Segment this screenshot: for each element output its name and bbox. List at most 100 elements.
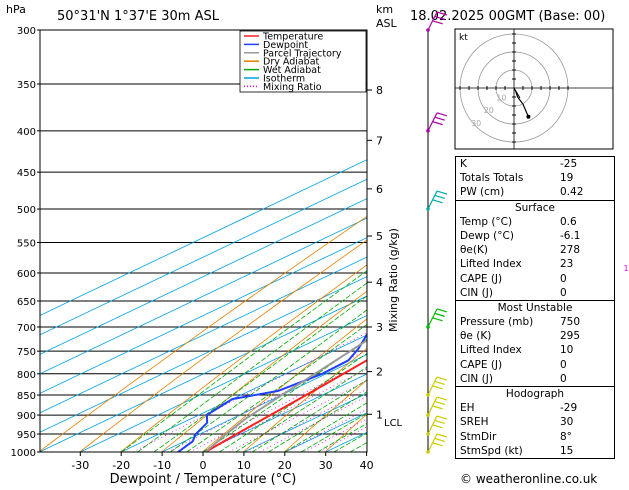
hodograph-ring-label: 10	[496, 94, 506, 103]
most-unstable-row: CIN (J)0	[456, 372, 614, 386]
wind-barb-feather	[433, 122, 443, 125]
wind-barb-feather	[433, 406, 443, 409]
km-label: km	[376, 3, 393, 16]
wind-barb	[426, 416, 447, 436]
km-tick-label: 2	[376, 366, 383, 379]
surface-value: 0	[560, 286, 610, 300]
wind-barb-staff	[428, 191, 437, 209]
index-label: Totals Totals	[460, 171, 523, 185]
pressure-tick-label: 750	[17, 347, 36, 358]
km-tick-label: 7	[376, 134, 383, 147]
most-unstable-value: 0	[560, 372, 610, 386]
pressure-tick-label: 700	[17, 323, 36, 334]
wind-barb	[426, 309, 447, 329]
surface-value: 23	[560, 257, 610, 271]
index-row: PW (cm)0.42	[456, 185, 614, 199]
surface-row: CIN (J) 0	[456, 286, 614, 300]
wind-barb-feather	[437, 397, 447, 400]
surface-label: θe(K)	[460, 243, 488, 257]
surface-label: CAPE (J)	[460, 272, 502, 286]
surface-value: 278	[560, 243, 610, 257]
most-unstable-label: θe (K)	[460, 329, 491, 343]
pressure-tick-label: 1000	[11, 448, 36, 459]
lcl-label: LCL	[384, 418, 403, 429]
wind-barb-feather	[435, 195, 445, 198]
x-tick-label: 40	[360, 459, 374, 472]
surface-row: Dewp (°C)-6.1	[456, 229, 614, 243]
pressure-tick-label: 900	[17, 411, 36, 422]
km-tick-label: 8	[376, 84, 383, 97]
most-unstable-value: 750	[560, 315, 610, 329]
hodograph-value: -29	[560, 401, 610, 415]
hodograph-ring-label: 20	[484, 106, 494, 115]
hodograph-value: 15	[560, 444, 610, 458]
wind-barb-staff	[428, 113, 437, 131]
most-unstable-value: 10	[560, 343, 610, 357]
wind-barb-feather	[435, 401, 445, 404]
wind-barb	[426, 434, 447, 454]
wind-barb-dot	[426, 28, 430, 32]
wind-barb-dot	[426, 207, 430, 211]
wind-barb-feather	[437, 377, 447, 380]
legend-label: Mixing Ratio	[263, 82, 322, 93]
wind-barb-feather	[435, 420, 445, 423]
index-value: 0.42	[560, 185, 610, 199]
x-tick-label: 30	[319, 459, 333, 472]
x-tick-label: 0	[200, 459, 207, 472]
wind-barb-staff	[428, 434, 437, 452]
surface-label: Dewp (°C)	[460, 229, 514, 243]
wind-barb-feather	[435, 313, 445, 316]
hpa-label: hPa	[6, 3, 26, 16]
km-tick-label: 1	[376, 408, 383, 421]
mixing-ratio-axis-label: Mixing Ratio (g/kg)	[387, 228, 400, 332]
wind-barb-feather	[433, 200, 443, 203]
wind-barb-feather	[433, 318, 443, 321]
hodograph-end-dot	[526, 115, 530, 119]
x-axis-label: Dewpoint / Temperature (°C)	[110, 472, 297, 486]
km-tick-label: 6	[376, 183, 383, 196]
km-tick-label: 4	[376, 276, 383, 289]
pressure-tick-label: 550	[17, 238, 36, 249]
pressure-tick-label: 600	[17, 269, 36, 280]
wind-barb-staff	[428, 309, 437, 327]
index-label: K	[460, 157, 467, 171]
x-tick-label: 20	[278, 459, 292, 472]
most-unstable-row: CAPE (J)0	[456, 358, 614, 372]
surface-value: 0.6	[560, 215, 610, 229]
wind-barb-dot	[426, 432, 430, 436]
wind-barb-dot	[426, 325, 430, 329]
hodograph-title: Hodograph	[456, 386, 614, 401]
x-tick-label: -10	[153, 459, 171, 472]
km-tick-label: 5	[376, 230, 383, 243]
km-tick-label: 3	[376, 321, 383, 334]
most-unstable-value: 0	[560, 358, 610, 372]
surface-value: 0	[560, 272, 610, 286]
wind-barb-feather	[433, 386, 443, 389]
x-tick-label: -20	[112, 459, 130, 472]
hodograph-label: SREH	[460, 415, 489, 429]
wind-barb-feather	[437, 191, 447, 194]
surface-row: Temp (°C) 0.6	[456, 215, 614, 229]
wind-barb	[426, 191, 447, 211]
pressure-tick-label: 650	[17, 297, 36, 308]
surface-label: Temp (°C)	[460, 215, 512, 229]
x-tick-label: 10	[237, 459, 251, 472]
pressure-tick-label: 400	[17, 127, 36, 138]
pressure-tick-label: 950	[17, 430, 36, 441]
index-row: K-25	[456, 157, 614, 171]
surface-label: CIN (J)	[460, 286, 493, 300]
wind-barb-feather	[435, 438, 445, 441]
wind-barb-staff	[428, 377, 437, 395]
hodograph-row: StmSpd (kt)15	[456, 444, 614, 458]
wind-barb-staff	[428, 416, 437, 434]
wind-barb-dot	[426, 450, 430, 454]
pressure-tick-label: 500	[17, 205, 36, 216]
location-title: 50°31'N 1°37'E 30m ASL	[57, 9, 220, 24]
pressure-tick-label: 800	[17, 370, 36, 381]
wind-barb-feather	[435, 381, 445, 384]
